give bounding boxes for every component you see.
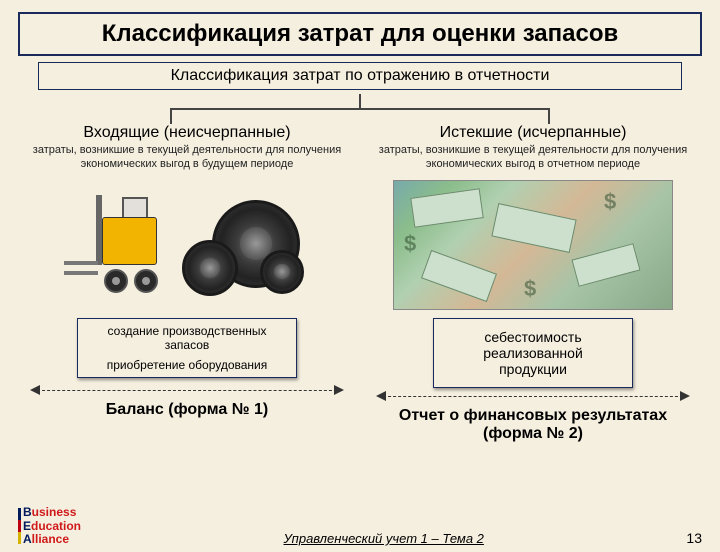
right-category-title: Истекшие (исчерпанные) [440,124,627,142]
connector-vertical [359,94,361,108]
footer-caption: Управленческий учет 1 – Тема 2 [81,531,686,546]
left-illustration [37,180,337,310]
right-separator [378,396,688,397]
right-form-label: Отчет о финансовых результатах (форма № … [370,407,696,443]
left-box-line2: приобретение оборудования [88,358,286,372]
subtitle-box: Классификация затрат по отражению в отче… [38,62,682,90]
right-sub-box: себестоимость реализованной продукции [433,318,633,388]
page-subtitle: Классификация затрат по отражению в отче… [43,67,677,85]
left-category-title: Входящие (неисчерпанные) [83,124,290,142]
connector-branches [170,110,550,124]
title-box: Классификация затрат для оценки запасов [18,12,702,56]
money-icon: $$$ [393,180,673,310]
forklift-icon [62,195,172,295]
columns: Входящие (неисчерпанные) затраты, возник… [0,124,720,443]
left-sub-box: создание производственных запасов приобр… [77,318,297,378]
logo: Business Education Alliance [18,506,81,546]
right-illustration: $$$ [383,180,683,310]
left-category-desc: затраты, возникшие в текущей деятельност… [24,144,350,172]
left-separator [32,390,342,391]
tires-icon [182,190,312,300]
right-category-desc: затраты, возникшие в текущей деятельност… [370,144,696,172]
right-column: Истекшие (исчерпанные) затраты, возникши… [370,124,696,443]
page-title: Классификация затрат для оценки запасов [30,20,690,48]
left-form-label: Баланс (форма № 1) [106,401,268,419]
footer: Business Education Alliance Управленческ… [0,506,720,546]
left-column: Входящие (неисчерпанные) затраты, возник… [24,124,350,443]
left-box-line1: создание производственных запасов [88,324,286,352]
page-number: 13 [686,530,702,546]
